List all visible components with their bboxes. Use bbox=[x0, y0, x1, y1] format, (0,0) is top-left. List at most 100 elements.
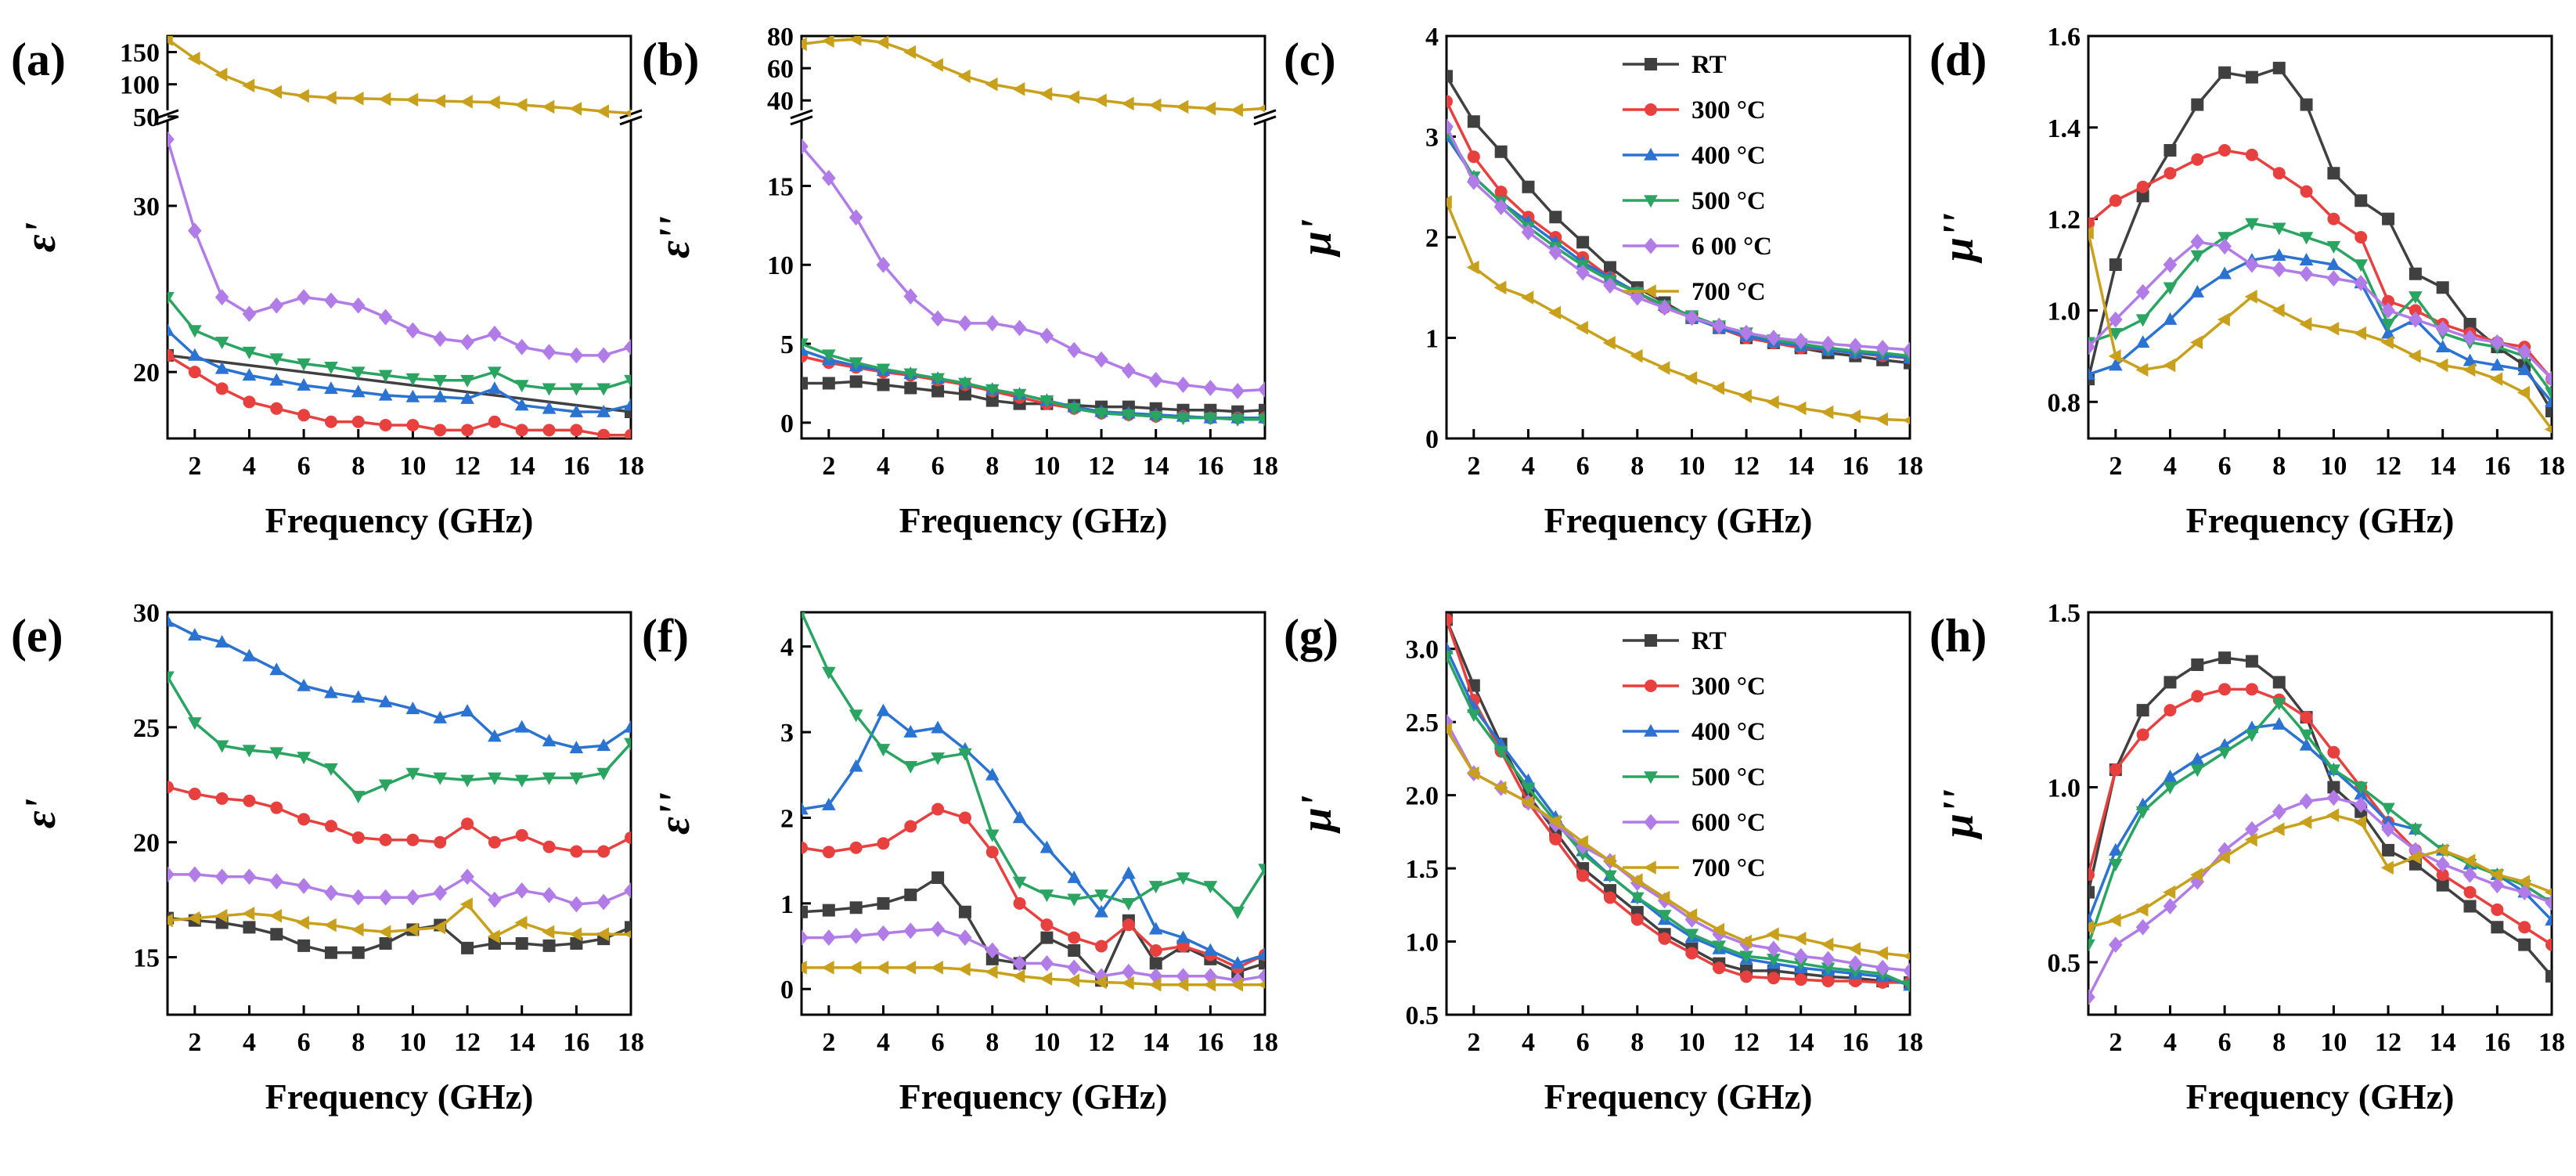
data-point-500 bbox=[1176, 412, 1191, 425]
data-point-300 bbox=[2245, 148, 2258, 161]
data-point-300 bbox=[877, 837, 890, 850]
data-point-700 bbox=[1630, 873, 1643, 887]
data-point-300 bbox=[2218, 144, 2232, 157]
data-point-300 bbox=[515, 828, 528, 842]
data-point-500 bbox=[985, 829, 1000, 842]
data-point-RT bbox=[802, 377, 808, 390]
data-point-500 bbox=[1148, 881, 1163, 894]
x-tick-label: 16 bbox=[2484, 1028, 2510, 1057]
data-point-500 bbox=[324, 361, 338, 374]
data-point-700 bbox=[2380, 335, 2394, 350]
data-point-500 bbox=[1067, 893, 1082, 907]
data-point-300 bbox=[958, 811, 971, 824]
data-point-300 bbox=[1013, 896, 1026, 910]
x-tick-label: 8 bbox=[351, 452, 365, 481]
data-point-500 bbox=[1122, 409, 1136, 422]
data-point-500 bbox=[1493, 745, 1508, 759]
data-point-300 bbox=[2463, 886, 2477, 899]
data-point-500 bbox=[324, 763, 338, 776]
data-point-700 bbox=[1738, 934, 1752, 949]
legend-label: RT bbox=[1692, 51, 1727, 79]
data-point-400 bbox=[514, 398, 529, 411]
y-tick-label: 1.5 bbox=[1406, 855, 1439, 884]
data-point-600 bbox=[2463, 866, 2477, 883]
data-point-400 bbox=[488, 381, 502, 395]
x-tick-label: 2 bbox=[1467, 1028, 1480, 1057]
data-point-500 bbox=[168, 671, 175, 684]
data-point-700 bbox=[1657, 890, 1670, 905]
data-point-300 bbox=[1447, 613, 1453, 626]
data-point-600 bbox=[514, 338, 529, 355]
data-point-400 bbox=[2163, 312, 2178, 325]
data-point-300 bbox=[488, 835, 501, 849]
plot-frame bbox=[2087, 34, 2553, 440]
data-point-600 bbox=[1821, 951, 1836, 968]
data-point-700 bbox=[985, 77, 998, 92]
data-point-400 bbox=[2326, 257, 2341, 270]
series-line-400 bbox=[168, 620, 631, 750]
data-point-600 bbox=[242, 868, 257, 886]
data-point-500 bbox=[1067, 402, 1082, 416]
data-point-300 bbox=[2491, 903, 2504, 916]
data-point-500 bbox=[876, 363, 891, 377]
data-point-500 bbox=[2163, 781, 2178, 795]
data-point-700 bbox=[487, 929, 500, 943]
x-tick-label: 8 bbox=[985, 452, 999, 481]
data-point-700 bbox=[433, 94, 446, 108]
data-point-400 bbox=[2163, 769, 2178, 782]
data-point-600 bbox=[378, 308, 393, 326]
data-point-300 bbox=[570, 845, 583, 858]
data-point-700 bbox=[2490, 868, 2503, 882]
data-point-600 bbox=[1176, 968, 1191, 985]
series-line-600 bbox=[802, 927, 1265, 983]
series-line-400 bbox=[1447, 648, 1910, 987]
data-point-700 bbox=[2299, 815, 2312, 829]
data-point-300 bbox=[597, 428, 611, 438]
data-point-400 bbox=[324, 685, 338, 698]
legend-label: 700 °C bbox=[1692, 854, 1766, 882]
data-point-400 bbox=[1067, 870, 1082, 883]
data-point-500 bbox=[1739, 951, 1753, 964]
data-point-600 bbox=[1203, 380, 1218, 396]
data-point-700 bbox=[351, 91, 364, 106]
data-point-600 bbox=[1122, 963, 1136, 980]
data-point-600 bbox=[2245, 256, 2259, 273]
data-point-500 bbox=[1122, 898, 1136, 911]
data-point-RT bbox=[1603, 261, 1616, 274]
data-point-600 bbox=[2088, 338, 2095, 355]
data-point-300 bbox=[188, 788, 201, 801]
data-point-500 bbox=[2408, 824, 2423, 837]
x-tick-label: 10 bbox=[1033, 1028, 1060, 1057]
x-tick-label: 16 bbox=[1197, 1028, 1223, 1057]
data-point-600 bbox=[822, 169, 836, 186]
data-point-400 bbox=[624, 720, 631, 733]
data-point-700 bbox=[1902, 952, 1910, 961]
data-point-500 bbox=[2272, 222, 2286, 236]
data-point-500 bbox=[596, 383, 611, 396]
legend-marker-500 bbox=[1644, 771, 1658, 785]
data-point-600 bbox=[1258, 968, 1265, 985]
data-point-600 bbox=[297, 289, 311, 306]
data-point-700 bbox=[569, 102, 582, 116]
data-point-RT bbox=[2272, 61, 2286, 74]
data-point-600 bbox=[1521, 224, 1536, 240]
x-tick-label: 16 bbox=[1842, 452, 1868, 481]
data-point-700 bbox=[1148, 977, 1162, 992]
data-point-400 bbox=[168, 614, 175, 627]
data-point-500 bbox=[351, 366, 366, 380]
data-point-500 bbox=[542, 772, 557, 785]
legend-marker-300 bbox=[1644, 103, 1657, 116]
series-line-400 bbox=[168, 329, 631, 413]
data-point-600 bbox=[1793, 947, 1808, 965]
data-point-600 bbox=[2326, 270, 2341, 287]
x-tick-label: 6 bbox=[1576, 452, 1590, 481]
data-point-600 bbox=[931, 310, 945, 327]
series-line-500 bbox=[2088, 222, 2552, 394]
data-point-700 bbox=[296, 915, 309, 930]
data-point-500 bbox=[2354, 259, 2369, 272]
data-point-300 bbox=[461, 817, 474, 831]
data-point-400 bbox=[2490, 358, 2505, 371]
x-tick-label: 12 bbox=[1733, 1028, 1760, 1057]
x-tick-label: 10 bbox=[1033, 452, 1060, 481]
